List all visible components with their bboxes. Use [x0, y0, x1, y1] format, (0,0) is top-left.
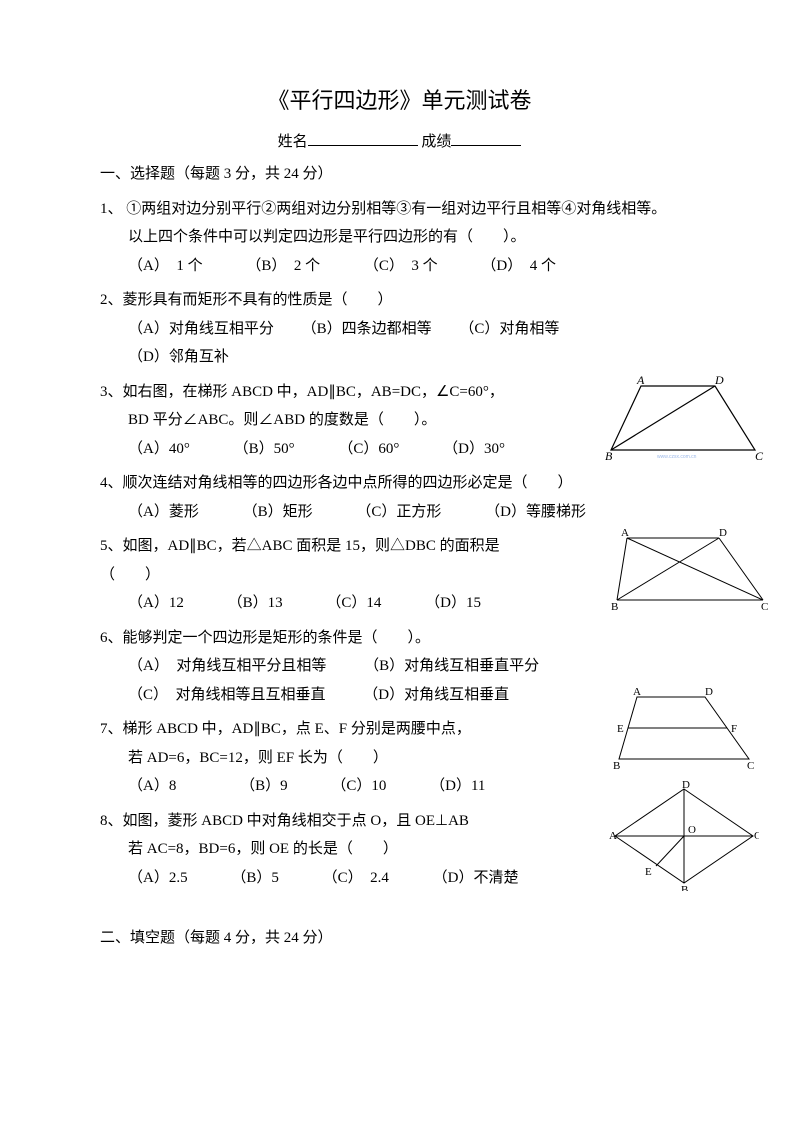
svg-text:A: A — [636, 373, 645, 387]
score-label: 成绩 — [421, 134, 451, 150]
svg-text:F: F — [731, 723, 737, 735]
q2-option-a: （A）对角线互相平分 — [128, 315, 274, 344]
q3-figure: A D B C www.czsx.com.cn — [605, 372, 765, 462]
q6-option-b: （B）对角线互相垂直平分 — [364, 652, 539, 681]
svg-text:B: B — [605, 449, 613, 462]
q5-option-c: （C）14 — [326, 589, 381, 618]
q7-option-b: （B）9 — [240, 772, 288, 801]
svg-text:D: D — [682, 781, 690, 791]
q6-option-c: （C） 对角线相等且互相垂直 — [128, 681, 326, 710]
q1-option-a: （A） 1 个 — [128, 252, 203, 281]
svg-text:E: E — [645, 866, 652, 878]
section-1-heading: 一、选择题（每题 3 分，共 24 分） — [100, 160, 699, 189]
question-3: A D B C www.czsx.com.cn 3、如右图，在梯形 ABCD 中… — [100, 378, 699, 464]
q1-option-c: （C） 3 个 — [364, 252, 438, 281]
q8-option-a: （A）2.5 — [128, 864, 188, 893]
question-4: 4、顺次连结对角线相等的四边形各边中点所得的四边形必定是（ ） （A）菱形 （B… — [100, 469, 699, 526]
q6-option-a: （A） 对角线互相平分且相等 — [128, 652, 326, 681]
section-2-heading: 二、填空题（每题 4 分，共 24 分） — [100, 924, 699, 953]
svg-text:C: C — [761, 601, 768, 613]
q1-stem-2: 以上四个条件中可以判定四边形是平行四边形的有（ ）。 — [100, 223, 699, 252]
q5-option-a: （A）12 — [128, 589, 184, 618]
q6-stem: 6、能够判定一个四边形是矩形的条件是（ ）。 — [100, 624, 699, 653]
question-2: 2、菱形具有而矩形不具有的性质是（ ） （A）对角线互相平分 （B）四条边都相等… — [100, 286, 699, 372]
q5-option-d: （D）15 — [425, 589, 481, 618]
q3-option-c: （C）60° — [338, 435, 399, 464]
svg-text:A: A — [609, 830, 617, 842]
q8-option-c: （C） 2.4 — [323, 864, 389, 893]
q8-option-d: （D）不清楚 — [433, 864, 519, 893]
q3-option-a: （A）40° — [128, 435, 190, 464]
q1-stem-1: 1、 ①两组对边分别平行②两组对边分别相等③有一组对边平行且相等④对角线相等。 — [100, 195, 699, 224]
svg-text:D: D — [714, 373, 724, 387]
q2-option-c: （C）对角相等 — [459, 315, 559, 344]
q1-option-d: （D） 4 个 — [481, 252, 556, 281]
q4-option-c: （C）正方形 — [356, 498, 441, 527]
svg-text:O: O — [688, 824, 696, 836]
svg-text:B: B — [613, 760, 620, 772]
q8-figure: D A C B O E — [609, 781, 759, 891]
q2-stem: 2、菱形具有而矩形不具有的性质是（ ） — [100, 286, 699, 315]
svg-text:B: B — [681, 884, 688, 891]
q6-option-d: （D）对角线互相垂直 — [363, 681, 509, 710]
name-label: 姓名 — [278, 134, 308, 150]
q8-option-b: （B）5 — [231, 864, 279, 893]
q5-option-b: （B）13 — [228, 589, 283, 618]
q1-option-b: （B） 2 个 — [246, 252, 320, 281]
svg-text:C: C — [755, 449, 764, 462]
q7-option-c: （C）10 — [331, 772, 386, 801]
question-1: 1、 ①两组对边分别平行②两组对边分别相等③有一组对边平行且相等④对角线相等。 … — [100, 195, 699, 281]
svg-text:C: C — [747, 760, 754, 772]
q2-option-d: （D）邻角互补 — [128, 343, 229, 372]
svg-text:www.czsx.com.cn: www.czsx.com.cn — [657, 454, 697, 460]
svg-text:E: E — [617, 723, 624, 735]
svg-text:B: B — [611, 601, 618, 613]
svg-text:D: D — [719, 528, 727, 539]
q2-option-b: （B）四条边都相等 — [302, 315, 432, 344]
q7-figure: A D B C E F — [609, 685, 759, 775]
svg-text:A: A — [633, 686, 641, 698]
svg-text:A: A — [621, 528, 629, 539]
q3-option-b: （B）50° — [234, 435, 295, 464]
q4-stem: 4、顺次连结对角线相等的四边形各边中点所得的四边形必定是（ ） — [100, 469, 699, 498]
q4-option-a: （A）菱形 — [128, 498, 199, 527]
svg-text:D: D — [705, 686, 713, 698]
name-score-line: 姓名 成绩 — [100, 128, 699, 157]
exam-title: 《平行四边形》单元测试卷 — [100, 80, 699, 122]
q4-option-b: （B）矩形 — [243, 498, 313, 527]
q5-figure: A D B C — [609, 528, 769, 618]
q3-option-d: （D）30° — [443, 435, 505, 464]
svg-text:C: C — [754, 830, 759, 842]
question-8: D A C B O E 8、如图，菱形 ABCD 中对角线相交于点 O，且 OE… — [100, 807, 699, 893]
q4-option-d: （D）等腰梯形 — [485, 498, 586, 527]
q7-option-d: （D）11 — [430, 772, 485, 801]
q7-option-a: （A）8 — [128, 772, 176, 801]
question-5: A D B C 5、如图，AD∥BC，若△ABC 面积是 15，则△DBC 的面… — [100, 532, 699, 618]
